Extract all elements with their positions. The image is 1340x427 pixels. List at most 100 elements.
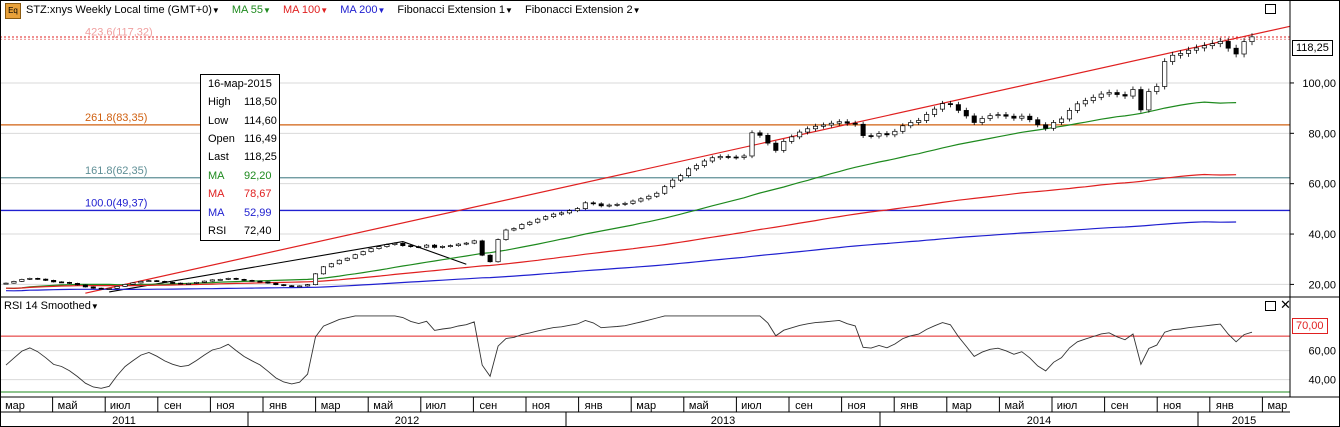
candle-body: [805, 128, 811, 133]
ma200-line: [5, 221, 1237, 292]
candle-body: [408, 245, 414, 247]
candle-body: [820, 124, 826, 127]
instrument-icon[interactable]: Eq: [5, 3, 21, 19]
candle-body: [328, 263, 334, 268]
maximize-price-pane-button[interactable]: [1265, 4, 1276, 14]
candle-body: [1130, 89, 1136, 97]
candle-body: [51, 280, 57, 283]
fib1-label[interactable]: Fibonacci Extension 1▼: [397, 4, 513, 16]
candle-body: [789, 136, 795, 142]
candle-body: [297, 285, 303, 288]
month-label: мар: [321, 400, 341, 412]
candle-body: [11, 281, 17, 284]
candle-body: [1019, 115, 1025, 119]
month-label: сен: [795, 400, 813, 412]
candle-body: [1043, 124, 1049, 129]
candle-body: [590, 202, 596, 205]
candle-body: [773, 142, 779, 151]
price-tick-label: 80,00: [1308, 128, 1336, 140]
candle-body: [979, 118, 985, 123]
year-label: 2013: [711, 415, 735, 427]
month-label: мар: [1267, 400, 1287, 412]
candle-body: [1170, 54, 1176, 62]
candle-body: [416, 246, 422, 248]
candle-body: [606, 204, 612, 207]
candle-body: [1249, 36, 1255, 43]
candle-body: [765, 134, 771, 144]
tooltip-date: 16-мар-2015: [208, 78, 272, 90]
candle-body: [868, 135, 874, 137]
candle-body: [146, 280, 152, 282]
tooltip-key: MA: [208, 169, 225, 182]
rsi-title[interactable]: RSI 14 Smoothed▼: [4, 300, 99, 312]
candle-body: [495, 239, 501, 263]
fib-level-label: 161.8(62,35): [85, 165, 147, 177]
rsi-tick-label: 60,00: [1308, 346, 1336, 358]
month-label: янв: [269, 400, 287, 412]
ma100-label[interactable]: MA 100▼: [282, 4, 329, 16]
candle-body: [43, 278, 49, 281]
month-label: янв: [900, 400, 918, 412]
month-label: сен: [1111, 400, 1129, 412]
tooltip-value: 78,67: [244, 188, 272, 201]
month-label: ноя: [216, 400, 234, 412]
candle-body: [741, 155, 747, 158]
candle-body: [273, 282, 279, 286]
candle-body: [320, 266, 326, 275]
month-label: май: [373, 400, 393, 412]
candle-body: [1241, 41, 1247, 55]
candle-body: [852, 122, 858, 125]
candle-body: [646, 195, 652, 200]
candle-body: [90, 286, 96, 289]
candle-body: [154, 280, 160, 282]
candle-body: [987, 115, 993, 119]
ma55-label[interactable]: MA 55▼: [231, 4, 271, 16]
candle-body: [828, 122, 834, 126]
month-label: ноя: [532, 400, 550, 412]
candle-body: [178, 282, 184, 285]
symbol-label[interactable]: STZ:xnys Weekly Local time (GMT+0)▼: [26, 4, 220, 16]
candle-body: [249, 280, 255, 282]
candle-body: [582, 202, 588, 209]
candle-body: [511, 228, 517, 231]
candle-body: [1003, 114, 1009, 117]
rsi-line: [5, 315, 1253, 389]
candle-body: [963, 110, 969, 117]
candle-body: [439, 246, 446, 248]
maximize-rsi-pane-button[interactable]: [1265, 301, 1276, 311]
candle-body: [384, 244, 390, 247]
candle-body: [797, 131, 803, 138]
candle-body: [1209, 43, 1215, 47]
candle-body: [924, 114, 930, 121]
candle-body: [471, 240, 477, 244]
candle-body: [1074, 103, 1080, 111]
close-rsi-pane-icon[interactable]: ✕: [1280, 297, 1291, 312]
candle-body: [559, 212, 565, 215]
candle-body: [836, 121, 842, 124]
ma200-label[interactable]: MA 200▼: [340, 4, 386, 16]
tooltip-key: Open: [208, 132, 235, 145]
candle-body: [66, 282, 73, 284]
candle-body: [1201, 45, 1207, 49]
rsi-level-tag: 70,00: [1292, 318, 1328, 334]
candle-body: [1225, 41, 1231, 49]
candle-body: [130, 282, 136, 285]
month-label: май: [1004, 400, 1024, 412]
tooltip-value: 52,99: [244, 206, 272, 219]
fib2-label[interactable]: Fibonacci Extension 2▼: [524, 4, 641, 16]
tooltip-row: MA 52,99: [201, 203, 279, 221]
candle-body: [932, 108, 938, 115]
candle-body: [1217, 41, 1223, 45]
candle-body: [1011, 115, 1017, 119]
candle-body: [1098, 93, 1104, 98]
candle-body: [892, 130, 898, 136]
candle-body: [424, 244, 430, 248]
data-tooltip: 16-мар-2015 High 118,50 Low 114,60 Open 116,4…: [200, 74, 280, 242]
candle-body: [368, 248, 374, 253]
candle-body: [59, 281, 65, 284]
candle-body: [265, 281, 271, 284]
tooltip-key: MA: [208, 188, 225, 201]
ma55-line: [5, 101, 1237, 290]
tooltip-key: Low: [208, 114, 229, 127]
candle-body: [622, 202, 628, 205]
